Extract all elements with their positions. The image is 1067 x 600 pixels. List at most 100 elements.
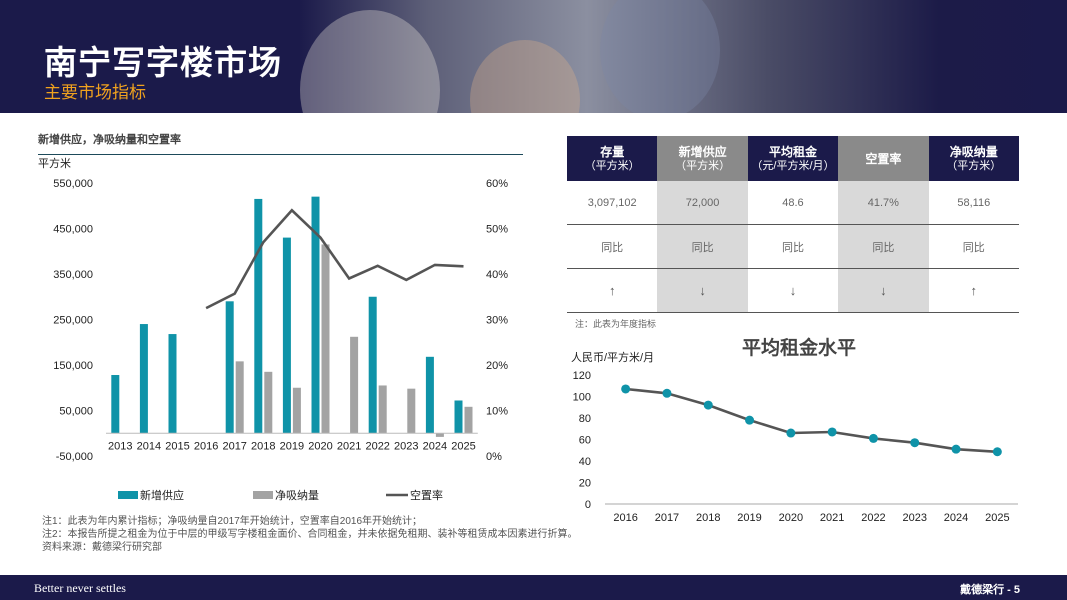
rent-point — [703, 400, 713, 410]
rent-y-tick-label: 20 — [579, 478, 591, 490]
table-cell: 同比 — [928, 224, 1019, 269]
bar-net-absorption — [292, 387, 301, 434]
x-tick-label: 2021 — [337, 440, 361, 452]
rent-x-tick-label: 2020 — [779, 512, 803, 524]
page-number: 戴德梁行 - 5 — [960, 584, 1020, 596]
bar-net-absorption — [350, 336, 359, 434]
x-tick-label: 2025 — [451, 440, 475, 452]
header-banner: 南宁写字楼市场 主要市场指标 — [0, 0, 1067, 113]
rent-x-tick-label: 2025 — [985, 512, 1009, 524]
rent-x-tick-label: 2016 — [613, 512, 637, 524]
page-subtitle: 主要市场指标 — [44, 83, 146, 102]
bar-new-supply — [225, 301, 234, 434]
average-rent-chart: 平均租金水平 人民币/平方米/月 120 100 80 60 40 20 0 2016 201… — [571, 336, 1018, 524]
y2-tick-label: 20% — [486, 360, 508, 372]
y-tick-label: 50,000 — [59, 406, 93, 418]
divider — [38, 154, 523, 155]
rent-chart-title: 平均租金水平 — [742, 336, 856, 359]
table-cell: 48.6 — [747, 181, 839, 225]
table-cell: ↑ — [567, 268, 658, 313]
table-cell: ↓ — [657, 268, 748, 313]
y-tick-label: 350,000 — [53, 269, 93, 281]
rent-x-tick-label: 2023 — [903, 512, 927, 524]
bar-new-supply — [368, 296, 377, 434]
x-tick-label: 2015 — [165, 440, 189, 452]
rent-point — [745, 415, 755, 425]
legend-label: 净吸纳量 — [275, 488, 319, 502]
footer-tagline: Better never settles — [34, 581, 126, 595]
x-tick-label: 2022 — [365, 440, 389, 452]
legend-swatch — [253, 491, 273, 499]
y-axis-label: 平方米 — [38, 156, 71, 170]
legend-label: 空置率 — [410, 488, 443, 502]
x-tick-label: 2016 — [194, 440, 218, 452]
table-header: 空置率 — [838, 136, 929, 181]
bar-net-absorption — [435, 433, 444, 437]
rent-x-tick-label: 2018 — [696, 512, 720, 524]
y-tick-label: 450,000 — [53, 224, 93, 236]
x-tick-label: 2014 — [137, 440, 161, 452]
table-note: 注：此表为年度指标 — [575, 319, 657, 329]
table-header: 存量 （平方米） — [567, 136, 658, 181]
banner-photo-figure — [600, 0, 720, 113]
bar-net-absorption — [235, 361, 244, 434]
footnote-1: 注1：此表为年内累计指标；净吸纳量自2017年开始统计，空置率自2016年开始统… — [42, 516, 423, 527]
rent-y-tick-label: 100 — [573, 392, 591, 404]
y2-tick-label: 10% — [486, 406, 508, 418]
bar-new-supply — [168, 334, 177, 434]
bar-new-supply — [254, 198, 263, 434]
x-tick-label: 2023 — [394, 440, 418, 452]
table-cell: 72,000 — [657, 181, 748, 225]
bar-new-supply — [425, 356, 434, 434]
table-row: ↑ ↓ ↓ ↓ ↑ — [567, 268, 1019, 313]
y-tick-label: -50,000 — [56, 451, 93, 463]
rent-x-tick-label: 2019 — [737, 512, 761, 524]
table-cell: 同比 — [657, 224, 748, 269]
rent-point — [786, 428, 796, 438]
bar-new-supply — [454, 400, 463, 434]
y2-tick-label: 60% — [486, 178, 508, 190]
bar-net-absorption — [407, 388, 416, 434]
x-tick-label: 2020 — [308, 440, 332, 452]
rent-x-tick-label: 2021 — [820, 512, 844, 524]
rent-point — [662, 388, 672, 398]
bar-new-supply — [282, 237, 291, 434]
bar-new-supply — [111, 375, 120, 434]
rent-y-tick-label: 60 — [579, 435, 591, 447]
bar-net-absorption — [264, 371, 273, 434]
y2-tick-label: 50% — [486, 224, 508, 236]
rent-point — [910, 438, 920, 448]
rent-point — [868, 433, 878, 443]
bar-new-supply — [139, 324, 148, 434]
table-header: 新增供应 （平方米） — [657, 136, 748, 181]
table-cell: 3,097,102 — [567, 181, 658, 225]
x-tick-label: 2018 — [251, 440, 275, 452]
rent-y-tick-label: 0 — [585, 499, 591, 511]
x-tick-label: 2024 — [423, 440, 447, 452]
x-tick-label: 2017 — [222, 440, 246, 452]
table-cell: 41.7% — [838, 181, 929, 225]
source-note: 资料来源：戴德梁行研究部 — [42, 542, 162, 553]
table-cell: 同比 — [747, 224, 839, 269]
footnote-2: 注2：本报告所提之租金为位于中层的甲级写字楼租金面价、合同租金，并未依据免租期、… — [42, 529, 578, 540]
table-cell: ↓ — [747, 268, 839, 313]
x-tick-label: 2013 — [108, 440, 132, 452]
y2-tick-label: 0% — [486, 451, 502, 463]
table-row: 3,097,102 72,000 48.6 41.7% 58,116 — [567, 181, 1019, 225]
table-cell: 同比 — [567, 224, 658, 269]
y-tick-label: 250,000 — [53, 315, 93, 327]
rent-point — [827, 427, 837, 437]
x-tick-label: 2019 — [280, 440, 304, 452]
table-header: 净吸纳量 （平方米） — [928, 136, 1019, 181]
rent-x-tick-label: 2017 — [655, 512, 679, 524]
rent-y-axis-label: 人民币/平方米/月 — [571, 350, 654, 364]
rent-point — [992, 447, 1002, 457]
footer-bar: Better never settles 戴德梁行 - 5 — [0, 575, 1067, 600]
chart-legend: 新增供应 净吸纳量 空置率 — [118, 488, 443, 502]
rent-line — [625, 387, 998, 454]
rent-y-tick-label: 40 — [579, 456, 591, 468]
y-tick-label: 550,000 — [53, 178, 93, 190]
legend-label: 新增供应 — [140, 488, 184, 502]
table-cell: 58,116 — [928, 181, 1019, 225]
footnotes: 注1：此表为年内累计指标；净吸纳量自2017年开始统计，空置率自2016年开始统… — [42, 515, 578, 554]
